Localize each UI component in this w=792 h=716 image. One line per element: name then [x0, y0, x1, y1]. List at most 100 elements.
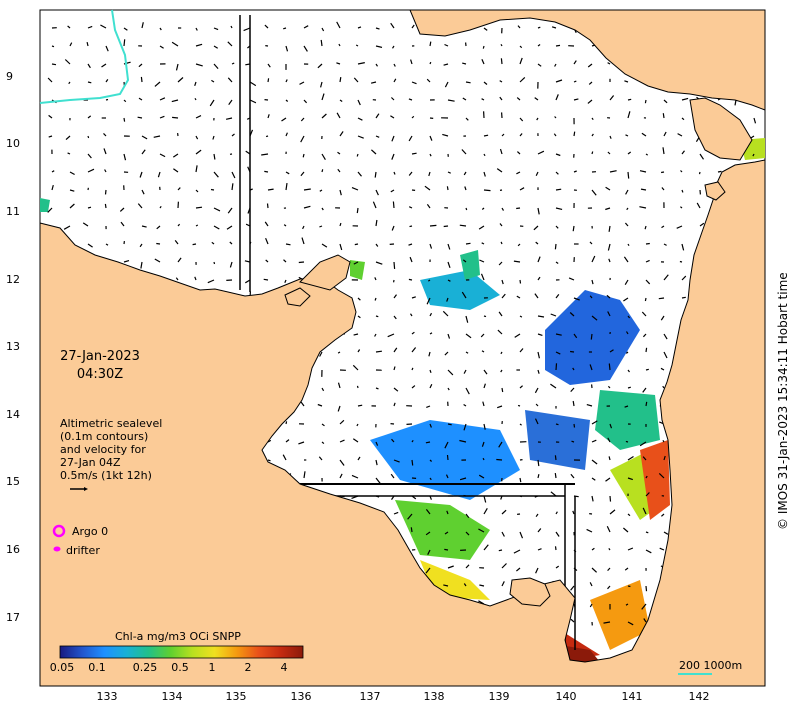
velocity-arrow	[497, 329, 503, 335]
velocity-arrow	[500, 369, 503, 373]
velocity-arrow	[283, 259, 287, 263]
velocity-arrow	[63, 225, 71, 230]
velocity-arrow	[100, 24, 107, 29]
velocity-arrow	[623, 256, 629, 263]
lat-tick: 10	[6, 137, 20, 150]
velocity-arrow	[537, 256, 541, 263]
velocity-arrow	[624, 80, 629, 83]
velocity-arrow	[483, 369, 488, 375]
velocity-arrow	[336, 112, 341, 119]
velocity-arrow	[554, 116, 557, 119]
velocity-arrow	[285, 243, 291, 246]
velocity-arrow	[320, 81, 323, 88]
velocity-arrow	[195, 115, 202, 119]
velocity-arrow	[298, 261, 305, 264]
velocity-arrow	[550, 383, 557, 389]
lon-tick: 142	[688, 690, 710, 703]
velocity-arrow	[501, 563, 507, 569]
velocity-arrow	[625, 134, 629, 137]
velocity-arrow	[605, 207, 611, 211]
velocity-arrow	[51, 184, 54, 191]
velocity-arrow	[519, 315, 523, 318]
altimetry-line-1: Altimetric sealevel	[60, 417, 163, 430]
coastal-islands-west	[299, 254, 351, 291]
velocity-arrow	[195, 165, 198, 173]
velocity-arrow	[537, 369, 540, 374]
chlorophyll-patch	[350, 260, 365, 280]
velocity-arrow	[393, 511, 399, 515]
velocity-arrow	[501, 581, 505, 587]
velocity-arrow	[391, 438, 395, 443]
velocity-arrow	[483, 383, 486, 389]
velocity-arrow	[626, 207, 629, 211]
velocity-arrow	[681, 296, 686, 299]
velocity-arrow	[609, 509, 616, 515]
velocity-arrow	[411, 347, 417, 353]
velocity-arrow	[357, 26, 362, 29]
velocity-arrow	[698, 171, 701, 175]
velocity-arrow	[591, 315, 598, 321]
lon-tick: 139	[488, 690, 510, 703]
velocity-arrow	[225, 117, 233, 120]
velocity-arrow	[425, 531, 431, 536]
velocity-arrow	[375, 441, 379, 446]
velocity-arrow	[411, 115, 415, 119]
velocity-arrow	[157, 171, 161, 178]
velocity-arrow	[501, 387, 504, 393]
time-text: 04:30Z	[76, 367, 124, 382]
velocity-arrow	[355, 44, 359, 47]
coastal-islands-north	[284, 287, 311, 307]
velocity-arrow	[209, 99, 215, 107]
velocity-arrow	[462, 97, 467, 101]
velocity-arrow	[481, 350, 485, 353]
velocity-arrow	[642, 456, 647, 461]
velocity-arrow	[267, 78, 270, 83]
velocity-arrow	[662, 439, 665, 443]
velocity-arrow	[177, 257, 182, 263]
lon-tick: 134	[161, 690, 183, 703]
velocity-arrow	[555, 79, 563, 83]
velocity-arrow	[391, 153, 395, 160]
velocity-arrow	[555, 44, 561, 47]
velocity-arrow	[627, 98, 632, 101]
velocity-arrow	[281, 117, 287, 122]
velocity-arrow	[680, 206, 683, 209]
velocity-arrow	[321, 169, 324, 173]
velocity-arrow	[105, 243, 109, 246]
velocity-arrow	[479, 584, 485, 587]
velocity-arrow	[283, 27, 287, 30]
velocity-arrow	[303, 45, 308, 52]
velocity-arrow	[500, 58, 503, 65]
colorbar-tick: 2	[244, 661, 252, 674]
velocity-arrow	[461, 291, 467, 299]
velocity-arrow	[589, 603, 593, 608]
velocity-arrow	[459, 439, 467, 443]
velocity-arrow	[606, 525, 611, 533]
lat-tick: 9	[6, 70, 13, 83]
velocity-arrow	[213, 27, 219, 31]
velocity-arrow	[374, 333, 377, 337]
velocity-arrow	[555, 261, 559, 264]
velocity-arrow	[51, 45, 55, 48]
velocity-arrow	[681, 243, 685, 251]
velocity-arrow	[589, 241, 593, 245]
velocity-arrow	[591, 255, 596, 263]
velocity-arrow	[264, 170, 269, 173]
velocity-arrow	[393, 294, 397, 299]
velocity-arrow	[103, 132, 107, 137]
velocity-arrow	[537, 63, 542, 67]
velocity-arrow	[357, 99, 361, 106]
velocity-arrow	[645, 153, 649, 156]
velocity-arrow	[429, 423, 432, 428]
velocity-arrow	[285, 171, 290, 175]
scale-bar-label: 200 1000m	[679, 659, 743, 672]
velocity-arrow	[426, 78, 431, 83]
velocity-arrow	[537, 333, 543, 336]
velocity-arrow	[194, 81, 197, 86]
velocity-arrow	[463, 171, 467, 176]
velocity-arrow	[734, 99, 737, 106]
velocity-arrow	[607, 567, 611, 572]
velocity-arrow	[699, 222, 705, 227]
velocity-arrow	[519, 385, 523, 389]
velocity-arrow	[123, 260, 130, 263]
